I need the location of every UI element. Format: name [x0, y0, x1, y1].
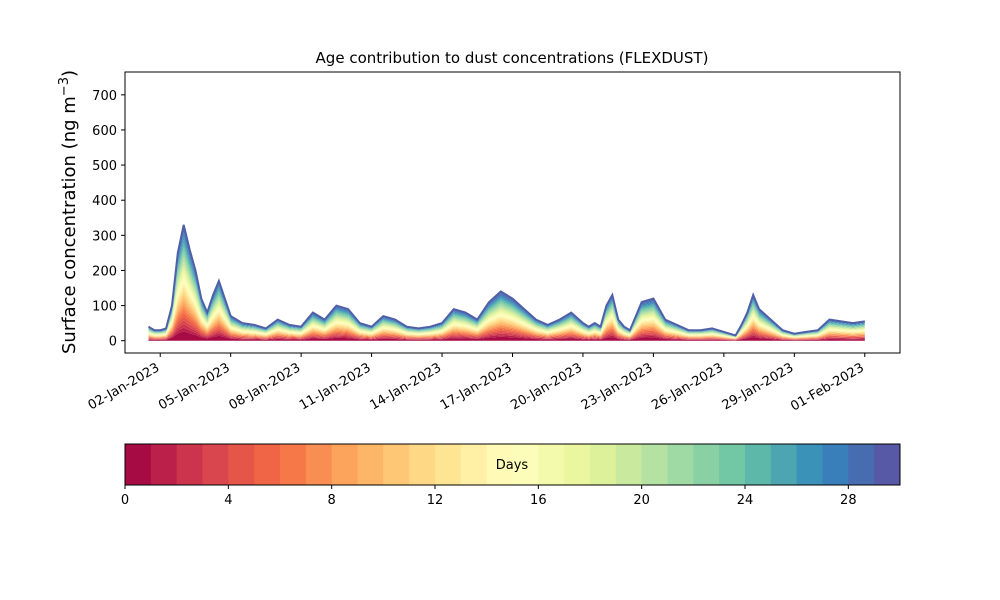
x-tick-label: 20-Jan-2023: [508, 360, 585, 413]
x-tick-label: 11-Jan-2023: [297, 360, 374, 413]
colorbar-label: Days: [496, 458, 529, 473]
colorbar-tick-label: 8: [328, 493, 336, 508]
colorbar-segment: [228, 444, 255, 485]
colorbar: [125, 444, 901, 485]
x-tick-label: 02-Jan-2023: [86, 360, 163, 413]
colorbar-segment: [435, 444, 462, 485]
colorbar-segment: [150, 444, 178, 485]
y-axis-label-close: ): [59, 70, 80, 77]
x-axis-ticks: 02-Jan-202305-Jan-202308-Jan-202311-Jan-…: [86, 353, 867, 414]
colorbar-segment: [357, 444, 384, 485]
y-tick-label: 500: [92, 159, 117, 174]
colorbar-tick-label: 24: [737, 493, 754, 508]
colorbar-segment: [280, 444, 307, 485]
y-tick-label: 100: [92, 300, 117, 315]
colorbar-segment: [874, 444, 901, 485]
colorbar-frame: [124, 443, 901, 486]
x-tick-label: 17-Jan-2023: [438, 360, 515, 413]
y-axis-label-superscript: −3: [57, 77, 72, 96]
colorbar-segment: [693, 444, 720, 485]
x-tick-label: 26-Jan-2023: [649, 360, 726, 413]
colorbar-tick-label: 28: [840, 493, 857, 508]
colorbar-segment: [615, 444, 643, 485]
y-axis-label-main: Surface concentration (ng m: [59, 96, 80, 354]
stacked-area-layers: [148, 224, 865, 341]
x-tick-label: 29-Jan-2023: [720, 360, 797, 413]
x-tick-label: 14-Jan-2023: [367, 360, 444, 413]
colorbar-segment: [796, 444, 823, 485]
y-tick-label: 0: [109, 335, 117, 350]
colorbar-segment: [254, 444, 281, 485]
colorbar-segment: [770, 444, 798, 485]
colorbar-segment: [590, 444, 617, 485]
colorbar-segment: [125, 444, 152, 485]
colorbar-segment: [202, 444, 229, 485]
colorbar-segment: [848, 444, 875, 485]
colorbar-tick-label: 12: [427, 493, 444, 508]
colorbar-segment: [667, 444, 694, 485]
colorbar-segment: [486, 444, 513, 485]
colorbar-segment: [822, 444, 849, 485]
y-axis-label: Surface concentration (ng m−3): [57, 70, 80, 354]
colorbar-segment: [641, 444, 668, 485]
colorbar-segment: [564, 444, 591, 485]
colorbar-tick-label: 0: [121, 493, 129, 508]
colorbar-tick-label: 4: [224, 493, 232, 508]
chart-title: Age contribution to dust concentrations …: [316, 49, 709, 67]
y-tick-label: 700: [92, 89, 117, 104]
y-axis-ticks: 0 100 200 300 400 500 600 700: [92, 89, 125, 350]
colorbar-segment: [331, 444, 358, 485]
colorbar-tick-label: 20: [633, 493, 650, 508]
colorbar-ticks: 0 4 8 12 16 20 24 28: [121, 485, 857, 508]
total-concentration-line: [147, 224, 865, 337]
colorbar-segment: [460, 444, 488, 485]
x-tick-label: 23-Jan-2023: [579, 360, 656, 413]
y-tick-label: 600: [92, 124, 117, 139]
colorbar-segment: [745, 444, 772, 485]
colorbar-segment: [176, 444, 203, 485]
x-tick-label: 08-Jan-2023: [227, 360, 304, 413]
colorbar-segment: [538, 444, 565, 485]
x-tick-label: 05-Jan-2023: [156, 360, 233, 413]
y-tick-label: 200: [92, 264, 117, 279]
x-tick-label: 01-Feb-2023: [788, 360, 867, 414]
age-layer-day-0: [148, 331, 865, 341]
colorbar-segment: [512, 444, 539, 485]
colorbar-segment: [305, 444, 333, 485]
y-tick-label: 300: [92, 229, 117, 244]
colorbar-segment: [383, 444, 410, 485]
colorbar-tick-label: 16: [530, 493, 547, 508]
colorbar-segment: [719, 444, 746, 485]
y-tick-label: 400: [92, 194, 117, 209]
colorbar-segment: [409, 444, 436, 485]
